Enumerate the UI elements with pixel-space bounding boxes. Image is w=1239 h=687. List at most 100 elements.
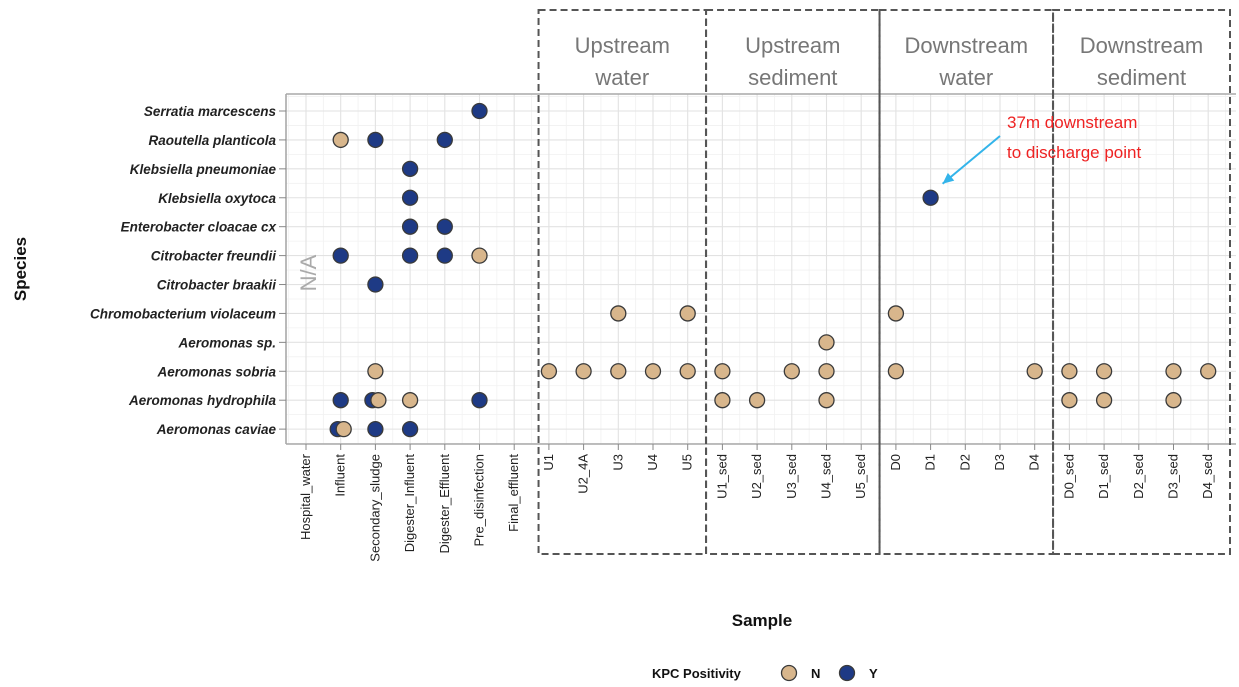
data-point bbox=[575, 363, 592, 380]
x-tick-label: Hospital_water bbox=[298, 453, 313, 540]
data-point bbox=[748, 392, 766, 409]
y-tick-label: Aeromonas sp. bbox=[177, 335, 276, 350]
data-point bbox=[367, 420, 384, 438]
legend-swatch-y bbox=[838, 664, 856, 682]
data-point bbox=[367, 276, 384, 293]
x-tick-label: D3 bbox=[992, 454, 1007, 471]
data-point bbox=[679, 305, 696, 322]
data-point bbox=[610, 363, 627, 380]
data-point bbox=[714, 363, 731, 380]
data-point bbox=[332, 392, 349, 409]
data-point bbox=[401, 160, 419, 177]
x-tick-label: D1 bbox=[923, 454, 938, 471]
data-point bbox=[436, 247, 453, 264]
y-tick-label: Enterobacter cloacae cx bbox=[121, 220, 277, 235]
data-point bbox=[1095, 392, 1113, 409]
x-tick-label: D4_sed bbox=[1200, 454, 1215, 499]
y-tick-label: Serratia marcescens bbox=[144, 104, 277, 119]
data-point bbox=[401, 392, 419, 409]
group-label: water bbox=[938, 65, 993, 90]
data-point bbox=[610, 305, 627, 322]
x-tick-label: U5 bbox=[680, 454, 695, 471]
data-point bbox=[335, 420, 352, 438]
data-point bbox=[332, 131, 349, 149]
y-tick-label: Aeromonas hydrophila bbox=[128, 393, 277, 408]
x-tick-label: U3 bbox=[610, 454, 625, 471]
annotation-layer: 37m downstream to discharge point bbox=[941, 113, 1141, 185]
group-label: Upstream bbox=[745, 33, 840, 58]
group-box bbox=[537, 9, 708, 555]
annotation-arrowhead bbox=[942, 172, 955, 184]
data-point bbox=[1026, 363, 1043, 380]
group-label: sediment bbox=[748, 65, 837, 90]
y-tick-label: Klebsiella oxytoca bbox=[158, 191, 276, 206]
x-tick-label: U5_sed bbox=[853, 454, 868, 499]
y-tick-label: Klebsiella pneumoniae bbox=[130, 162, 277, 177]
annotation-text: 37m downstream bbox=[1007, 113, 1137, 132]
y-tick-label: Citrobacter braakii bbox=[157, 278, 277, 293]
x-tick-labels: Hospital_water Influent Secondary_sludge Di… bbox=[298, 444, 1215, 562]
data-point bbox=[367, 363, 384, 380]
data-point bbox=[1095, 363, 1113, 380]
data-point bbox=[401, 189, 419, 206]
data-point bbox=[783, 363, 800, 380]
data-point bbox=[332, 247, 349, 264]
y-tick-labels: Serratia marcescens Raoutella planticola K… bbox=[90, 104, 286, 437]
y-tick-label: Aeromonas sobria bbox=[156, 364, 276, 379]
data-point bbox=[1061, 363, 1078, 380]
group-label: water bbox=[594, 65, 649, 90]
annotation-text: to discharge point bbox=[1007, 143, 1141, 162]
y-axis-title: Species bbox=[11, 237, 30, 301]
x-axis-title: Sample bbox=[732, 611, 792, 630]
x-tick-label: U4 bbox=[645, 454, 660, 471]
group-label: Upstream bbox=[575, 33, 670, 58]
x-tick-label: Digester_Effluent bbox=[437, 454, 452, 554]
data-point bbox=[818, 392, 835, 409]
group-boxes: Upstream water Upstream sediment Downstream w… bbox=[537, 9, 1232, 555]
data-points bbox=[329, 102, 1217, 438]
grid bbox=[286, 94, 1236, 444]
data-point bbox=[401, 420, 419, 438]
data-point bbox=[401, 218, 419, 235]
x-tick-label: Final_effluent bbox=[506, 454, 521, 532]
group-label: Downstream bbox=[905, 33, 1028, 58]
legend-swatch-n bbox=[780, 664, 798, 682]
data-point bbox=[1165, 392, 1182, 409]
data-point bbox=[370, 392, 387, 409]
x-tick-label: Pre_disinfection bbox=[472, 454, 487, 547]
x-tick-label: D1_sed bbox=[1096, 454, 1111, 499]
group-box bbox=[705, 9, 881, 555]
legend-title: KPC Positivity bbox=[652, 666, 742, 681]
data-point bbox=[436, 218, 453, 235]
x-tick-label: D3_sed bbox=[1166, 454, 1181, 499]
y-tick-label: Raoutella planticola bbox=[148, 133, 276, 148]
group-box bbox=[1052, 9, 1232, 555]
data-point bbox=[1200, 363, 1217, 380]
legend-label-y: Y bbox=[869, 666, 878, 681]
x-tick-label: U2_sed bbox=[749, 454, 764, 499]
data-point bbox=[471, 392, 488, 409]
data-point bbox=[367, 131, 384, 149]
data-point bbox=[679, 363, 696, 380]
x-tick-label: U1_sed bbox=[714, 454, 729, 499]
x-tick-label: D0_sed bbox=[1061, 454, 1076, 499]
group-label: sediment bbox=[1097, 65, 1186, 90]
x-tick-label: U1 bbox=[541, 454, 556, 471]
data-point bbox=[922, 189, 939, 206]
x-tick-label: U2_4A bbox=[576, 454, 591, 494]
legend: KPC Positivity N Y bbox=[652, 664, 878, 682]
y-tick-label: Citrobacter freundii bbox=[151, 249, 277, 264]
data-point bbox=[887, 363, 905, 380]
x-tick-label: U4_sed bbox=[819, 454, 834, 499]
data-point bbox=[401, 247, 419, 264]
data-point bbox=[818, 334, 835, 351]
x-tick-label: D0 bbox=[888, 454, 903, 471]
y-tick-label: Chromobacterium violaceum bbox=[90, 306, 276, 321]
y-tick-label: Aeromonas caviae bbox=[156, 422, 277, 437]
data-point bbox=[887, 305, 905, 322]
annotation-arrow bbox=[941, 135, 1001, 185]
x-tick-label: D4 bbox=[1027, 454, 1042, 471]
data-point bbox=[714, 392, 731, 409]
data-point bbox=[471, 102, 488, 120]
